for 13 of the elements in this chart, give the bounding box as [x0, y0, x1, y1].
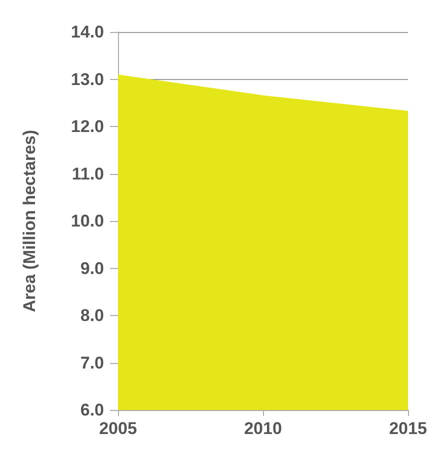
- y-tick-label: 13.0: [70, 70, 104, 89]
- y-tick-label: 10.0: [70, 212, 104, 230]
- y-axis-title: Area (Million hectares): [20, 130, 39, 312]
- y-tick-label: 12.0: [70, 117, 104, 136]
- y-tick-label: 6.0: [80, 400, 104, 420]
- y-tick-label: 11.0: [72, 164, 104, 184]
- x-tick-label: 2015: [389, 419, 427, 438]
- y-tick-label: 9.0: [80, 258, 104, 278]
- x-tick-label: 2005: [99, 419, 137, 438]
- y-tick-label: 8.0: [80, 306, 104, 325]
- y-tick-label: 14.0: [70, 22, 104, 42]
- y-tick-label: 7.0: [80, 353, 104, 372]
- x-tick-label: 2010: [244, 419, 282, 438]
